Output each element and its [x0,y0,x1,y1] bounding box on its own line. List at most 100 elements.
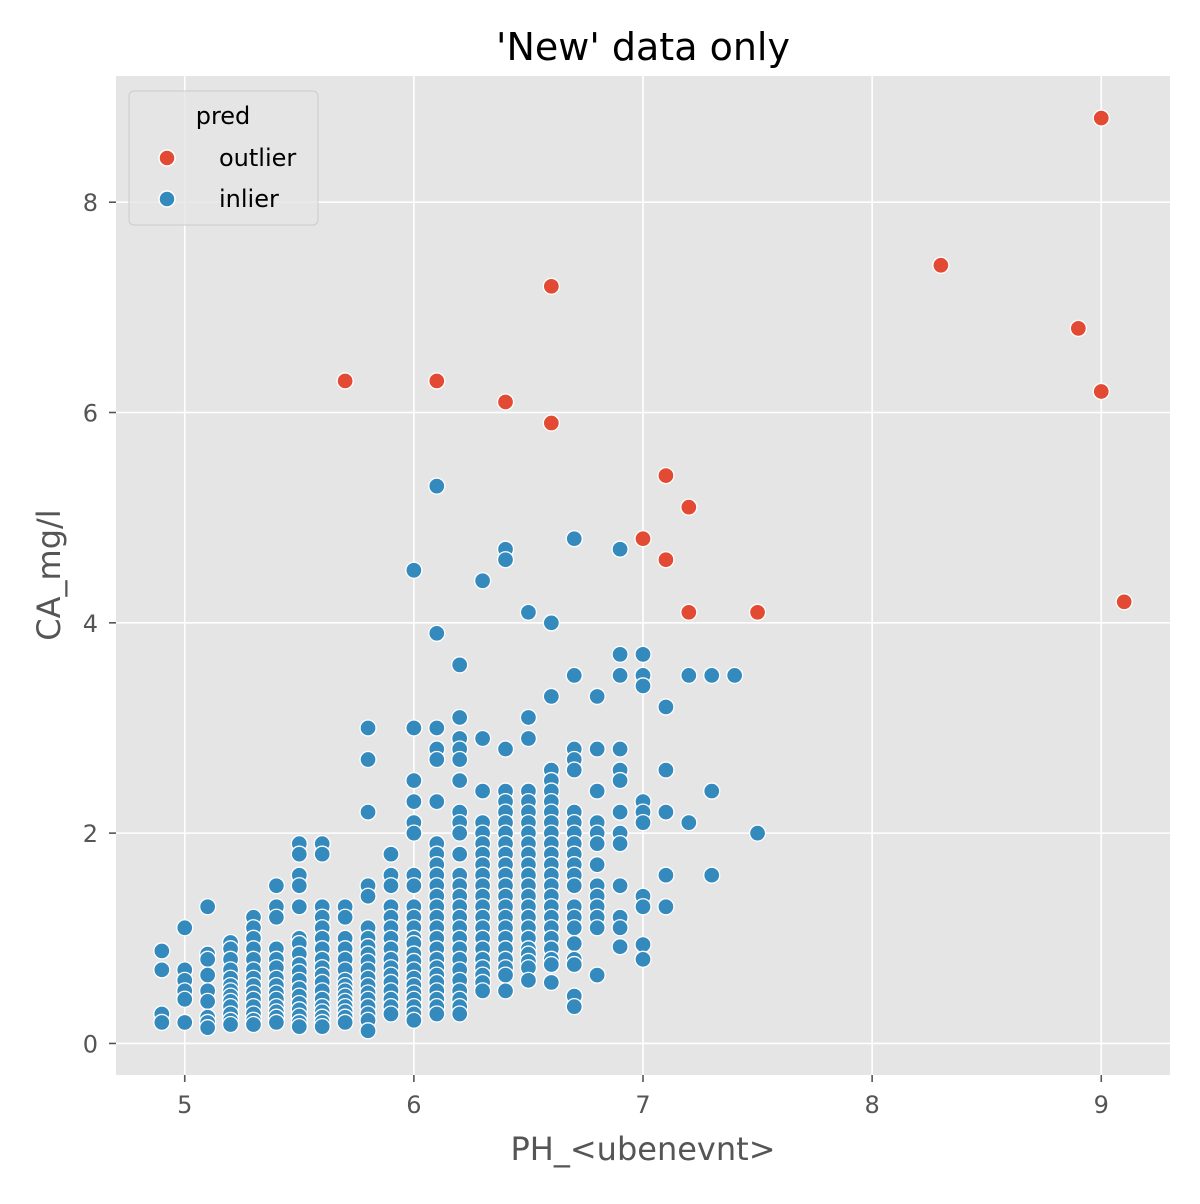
outlier-point [336,372,354,390]
inlier-point [611,919,629,937]
inlier-point [267,908,286,926]
grid-lines [116,76,1170,1075]
inlier-point [565,919,583,937]
inlier-point [267,877,286,895]
axis-ticks: 5 6 7 8 9 0 2 4 6 8 [83,189,1109,1119]
inlier-point [290,845,308,863]
inlier-point [451,750,469,769]
x-tick-label: 9 [1094,1091,1109,1119]
inlier-point [565,530,583,548]
inlier-point [611,938,629,956]
inlier-point [451,656,469,674]
inlier-point [496,740,515,758]
legend-title: pred [196,102,251,130]
inlier-point [267,1013,286,1032]
outlier-point [496,393,515,411]
inlier-point [153,1013,171,1032]
outlier-point [1069,319,1087,338]
outlier-point [1092,382,1110,401]
inlier-point [405,824,423,842]
outlier-point [1115,593,1133,611]
y-tick-label: 8 [83,189,98,217]
inlier-point [588,835,606,853]
inlier-point [359,887,377,905]
legend-label-inlier: inlier [219,185,279,213]
legend-label-outlier: outlier [219,144,296,172]
inlier-point [176,990,194,1008]
inlier-point [382,845,400,863]
inlier-point [657,803,675,821]
outlier-point [428,372,446,390]
inlier-point [336,908,354,926]
outlier-point [680,498,698,516]
inlier-point [359,1022,377,1040]
inlier-point [313,845,331,863]
inlier-point [359,750,377,769]
inlier-point [496,966,515,984]
x-tick-label: 7 [635,1091,650,1119]
inlier-point [290,1017,308,1036]
legend-marker-inlier [158,190,176,208]
inlier-point [359,803,377,821]
inlier-point [290,898,308,916]
inlier-point [405,1011,423,1029]
inlier-point [542,687,560,706]
inlier-point [428,1005,446,1023]
inlier-point [611,645,629,664]
chart-title: 'New' data only [496,25,790,69]
inlier-point [473,982,492,1000]
inlier-point [726,666,744,685]
outlier-point [932,256,950,274]
inlier-point [428,719,446,737]
inlier-point [359,719,377,737]
inlier-point [221,1015,240,1034]
inlier-point [519,729,538,748]
inlier-point [542,614,560,632]
outlier-point [680,603,698,621]
outlier-point [748,603,767,621]
inlier-point [703,782,721,800]
inlier-point [405,877,423,895]
inlier-point [519,603,538,621]
y-tick-label: 0 [83,1030,98,1058]
outlier-point [634,530,652,548]
inlier-point [428,477,446,495]
inlier-point [199,1019,217,1037]
inlier-point [153,961,171,979]
inlier-point [313,1017,331,1036]
inlier-point [588,687,606,706]
inlier-point [748,824,767,842]
inlier-point [290,877,308,895]
x-tick-label: 5 [177,1091,192,1119]
inlier-point [657,898,675,916]
inlier-point [657,866,675,884]
inlier-point [473,782,492,800]
inlier-point [519,708,538,727]
inlier-point [473,572,492,590]
outlier-point [542,414,560,432]
inlier-point [199,898,217,916]
inlier-point [611,666,629,685]
inlier-point [199,992,217,1011]
inlier-point [176,1013,194,1032]
inlier-point [496,551,515,569]
inlier-point [565,955,583,974]
inlier-point [634,677,652,695]
inlier-point [519,971,538,990]
inlier-point [451,824,469,842]
y-axis-label: CA_mg/l [30,509,68,640]
outlier-point [1092,109,1110,127]
inlier-point [703,666,721,685]
inlier-point [680,813,698,832]
x-tick-label: 8 [864,1091,879,1119]
x-tick-label: 6 [406,1091,421,1119]
inlier-point [634,645,652,664]
inlier-point [473,729,492,748]
inlier-point [451,708,469,727]
inlier-point [428,792,446,811]
inlier-point [565,666,583,685]
inlier-point [657,698,675,716]
inlier-point [542,955,560,974]
